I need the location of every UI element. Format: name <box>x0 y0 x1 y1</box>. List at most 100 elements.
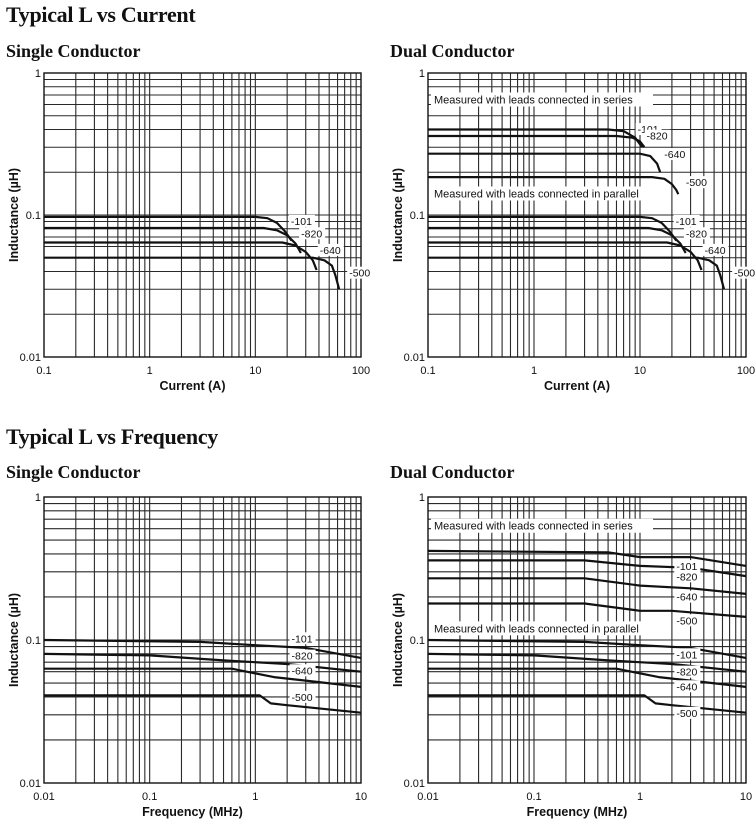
series-label-background <box>674 614 701 627</box>
annotation-background <box>431 186 653 201</box>
series-label-background <box>289 632 316 645</box>
plot-frame <box>427 72 747 358</box>
x-tick-label: 100 <box>352 365 370 377</box>
series-label-background <box>317 243 344 256</box>
series-label-background <box>702 243 729 256</box>
series-label-background <box>674 570 701 583</box>
series-label: -101 <box>676 561 697 573</box>
section-title-current: Typical L vs Current <box>6 2 196 27</box>
series-label: -820 <box>301 228 322 240</box>
series-curve-101 <box>427 638 747 659</box>
x-tick-label: 10 <box>740 791 752 803</box>
x-tick-label: 1 <box>637 791 643 803</box>
series-label: -820 <box>647 131 668 143</box>
series-label-background <box>683 227 710 240</box>
series-label: -500 <box>676 708 697 720</box>
series-label: -820 <box>686 228 707 240</box>
series-curve-101 <box>44 215 293 242</box>
series-label: -500 <box>734 268 755 280</box>
x-tick-label: 1 <box>147 365 153 377</box>
series-label: -500 <box>676 615 697 627</box>
series-label: -500 <box>349 268 370 280</box>
chart-title-dual-frequency: Dual Conductor <box>390 462 515 482</box>
x-tick-label: 0.01 <box>33 791 54 803</box>
x-tick-label: 0.1 <box>420 365 435 377</box>
x-tick-label: 10 <box>634 365 646 377</box>
series-label-background <box>683 176 710 189</box>
x-tick-label: 1 <box>252 791 258 803</box>
series-curve-640 <box>44 667 362 688</box>
series-label-background <box>289 690 316 703</box>
series-label-background <box>674 560 701 573</box>
series-label: -820 <box>292 651 313 663</box>
x-tick-label: 100 <box>737 365 755 377</box>
y-axis-label: Inductance (µH) <box>7 168 21 262</box>
series-curve-101 <box>427 549 747 567</box>
series-label: -820 <box>676 571 697 583</box>
series-label: -820 <box>676 667 697 679</box>
series-label-background <box>635 123 662 136</box>
y-tick-label: 0.1 <box>410 635 425 647</box>
y-tick-label: 0.01 <box>20 352 41 364</box>
annotation-background <box>431 518 653 533</box>
x-tick-label: 10 <box>249 365 261 377</box>
series-label: -640 <box>320 245 341 257</box>
x-tick-label: 10 <box>355 791 367 803</box>
chart-title-dual-current: Dual Conductor <box>390 41 515 61</box>
y-axis-label: Inductance (µH) <box>7 593 21 687</box>
series-label: -101 <box>676 216 697 228</box>
series-label: -640 <box>705 245 726 257</box>
series-label-background <box>299 227 326 240</box>
series-curve-820 <box>428 226 687 254</box>
series-label-background <box>288 214 315 227</box>
y-tick-label: 0.01 <box>404 352 425 364</box>
series-label-background <box>673 214 700 227</box>
series-label: -640 <box>676 592 697 604</box>
series-curve-820 <box>428 134 646 148</box>
annotation-text: Measured with leads connected in paralle… <box>434 623 639 635</box>
series-label: -640 <box>676 681 697 693</box>
y-tick-label: 0.1 <box>26 210 41 222</box>
annotation-text: Measured with leads connected in series <box>434 94 633 106</box>
series-label: -101 <box>291 216 312 228</box>
series-label-background <box>674 706 701 719</box>
annotation-text: Measured with leads connected in paralle… <box>434 188 639 200</box>
series-label: -101 <box>292 633 313 645</box>
annotation-background <box>431 621 653 636</box>
series-label-background <box>732 266 756 279</box>
y-tick-label: 1 <box>35 68 41 80</box>
y-tick-label: 0.01 <box>20 778 41 790</box>
series-label-background <box>662 148 689 161</box>
series-curve-640 <box>428 577 747 595</box>
series-label-background <box>674 590 701 603</box>
chart-title-single-frequency: Single Conductor <box>6 462 141 482</box>
annotation-background <box>431 92 653 107</box>
chart-title-single-current: Single Conductor <box>6 41 141 61</box>
x-tick-label: 0.1 <box>142 791 157 803</box>
y-tick-label: 0.01 <box>404 778 425 790</box>
series-label-background <box>674 665 701 678</box>
y-tick-label: 1 <box>419 492 425 504</box>
y-axis-label: Inductance (µH) <box>391 168 405 262</box>
series-curve-101 <box>428 215 678 242</box>
series-curve-820 <box>428 559 747 578</box>
x-axis-label: Current (A) <box>160 379 226 393</box>
series-label-background <box>289 664 316 677</box>
y-tick-label: 0.1 <box>26 635 41 647</box>
y-axis-label: Inductance (µH) <box>391 593 405 687</box>
series-label-background <box>347 266 374 279</box>
x-axis-label: Frequency (MHz) <box>142 805 243 819</box>
x-tick-label: 0.1 <box>526 791 541 803</box>
series-label-background <box>289 649 316 662</box>
series-curve-500 <box>44 694 362 714</box>
series-curve-640 <box>428 241 703 271</box>
x-axis-label: Frequency (MHz) <box>527 805 628 819</box>
series-curve-500 <box>428 256 726 290</box>
series-curve-500 <box>44 256 341 290</box>
series-label: -500 <box>686 177 707 189</box>
section-title-frequency: Typical L vs Frequency <box>6 424 218 449</box>
series-label: -640 <box>292 665 313 677</box>
y-tick-label: 0.1 <box>410 210 425 222</box>
